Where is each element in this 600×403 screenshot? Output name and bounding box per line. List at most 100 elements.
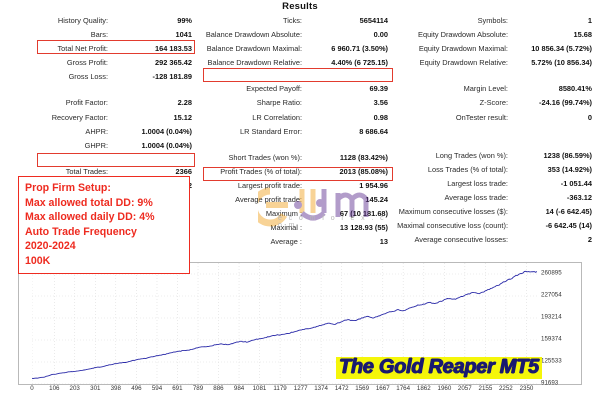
chart-x-tick: 2155 [478, 385, 493, 392]
annotation-line-4: 2020-2024 [25, 240, 76, 253]
stat-label: Profit Trades (% of total): [220, 166, 302, 176]
stat-label: History Quality: [57, 16, 108, 25]
page-title: Results [282, 1, 318, 12]
chart-x-tick: 1081 [252, 385, 267, 392]
chart-x-tick: 2057 [457, 385, 472, 392]
stat-value: 4.40% (6 725.15) [331, 58, 388, 68]
stat-label: OnTester result: [455, 112, 508, 122]
stat-row: OnTester result: 0 [394, 111, 600, 125]
stat-label: Symbols: [477, 16, 508, 25]
stat-value: 292 365.42 [155, 58, 192, 68]
stat-value: 145.24 [365, 195, 388, 205]
stat-label: Equity Drawdown Absolute: [418, 30, 508, 40]
stat-value: 8580.41% [558, 84, 592, 94]
stats-spacer [394, 70, 600, 82]
stat-label: Maximal : [270, 223, 302, 233]
stat-row: Loss Trades (% of total): 353 (14.92%) [394, 163, 600, 177]
stat-value: 6 960.71 (3.50%) [331, 44, 388, 54]
stat-value: 5654114 [359, 16, 388, 25]
stat-value: 2.28 [177, 98, 192, 108]
stat-row: Maximal : 13 128.93 (55) [196, 221, 394, 235]
chart-x-tick: 2350 [519, 385, 534, 392]
stat-value: 10 856.34 (5.72%) [531, 44, 592, 54]
annotation-line-0: Prop Firm Setup: [25, 182, 111, 194]
stat-row: Largest loss trade: -1 051.44 [394, 177, 600, 191]
chart-x-tick: 1179 [273, 385, 287, 392]
chart-x-axis: 0 106 203 301 398 496 594 691 789 886 984 1081 1179 1… [18, 385, 582, 399]
stat-row: Bars: 1041 [0, 28, 196, 42]
stat-value: 2013 (85.08%) [339, 166, 388, 176]
stat-value: 3.56 [373, 98, 388, 108]
chart-x-tick: 789 [192, 385, 204, 392]
stat-row: Symbols: 1 [394, 14, 600, 28]
stat-value: 2366 [175, 166, 192, 176]
stats-spacer [394, 137, 600, 149]
chart-x-tick: 594 [151, 385, 163, 392]
chart-y-tick: 159374 [541, 335, 562, 343]
stat-row: History Quality: 99% [0, 14, 196, 28]
chart-y-tick: 91693 [541, 379, 559, 387]
chart-x-tick: 1667 [375, 385, 390, 392]
stats-column-left: History Quality: 99% Bars: 1041 Total Net Pr… [0, 14, 196, 193]
stat-label: Average profit trade: [235, 195, 302, 205]
stat-row: Ticks: 5654114 [196, 14, 394, 28]
stat-row: Balance Drawdown Absolute: 0.00 [196, 28, 394, 42]
chart-svg [32, 263, 537, 384]
chart-x-tick: 1374 [314, 385, 328, 392]
chart-x-tick: 691 [172, 385, 183, 392]
stat-label: Total Net Profit: [57, 44, 108, 54]
stat-value: 14 (-6 642.45) [545, 207, 592, 217]
stats-spacer [0, 153, 196, 165]
stat-row: Balance Drawdown Maximal: 6 960.71 (3.50%… [196, 42, 394, 56]
chart-y-tick: 260895 [541, 269, 562, 277]
stat-value: 69.39 [369, 84, 389, 94]
stat-label: Bars: [90, 30, 108, 40]
annotation-line-5: 100K [25, 254, 51, 267]
stat-value: 1041 [175, 30, 192, 40]
chart-x-tick: 203 [69, 385, 80, 392]
stat-label: Average consecutive losses: [414, 235, 508, 245]
stat-row: Z-Score: -24.16 (99.74%) [394, 96, 600, 110]
chart-plot-area [32, 263, 537, 384]
stat-value: 353 (14.92%) [547, 164, 592, 174]
stats-column-right: Symbols: 1 Equity Drawdown Absolute: 15.68 E… [394, 14, 600, 247]
stat-label: Recovery Factor: [51, 112, 108, 122]
product-banner: The Gold Reaper MT5 [336, 357, 542, 379]
chart-x-tick: 0 [30, 385, 34, 392]
stat-row: Long Trades (won %): 1238 (86.59%) [394, 149, 600, 163]
stat-value: 1.0004 (0.04%) [141, 126, 192, 136]
stat-row: Profit Trades (% of total): 2013 (85.08%) [196, 165, 394, 179]
stat-row: Short Trades (won %): 1128 (83.42%) [196, 151, 394, 165]
stat-label: Z-Score: [479, 98, 508, 108]
chart-x-tick: 886 [213, 385, 224, 392]
stat-value: 1238 (86.59%) [543, 150, 592, 160]
stat-label: Balance Drawdown Relative: [207, 58, 302, 68]
stat-label: Gross Profit: [66, 58, 108, 68]
stat-row: Gross Loss: -128 181.89 [0, 70, 196, 84]
stat-label: Expected Payoff: [246, 84, 302, 94]
chart-x-tick: 1569 [355, 385, 370, 392]
stats-column-middle: Ticks: 5654114 Balance Drawdown Absolute: 0… [196, 14, 394, 249]
stat-label: Balance Drawdown Absolute: [205, 30, 302, 40]
stat-row: Total Net Profit: 164 183.53 [0, 42, 196, 56]
stat-label: Largest loss trade: [447, 178, 508, 188]
stat-value: -363.12 [566, 192, 592, 202]
stat-label: Average : [270, 237, 302, 247]
stat-label: LR Standard Error: [239, 126, 302, 136]
stat-label: LR Correlation: [252, 112, 302, 122]
stat-label: Short Trades (won %): [228, 152, 302, 162]
chart-y-tick: 193214 [541, 313, 562, 321]
stat-value: 164 183.53 [155, 44, 192, 54]
stat-row: Average consecutive losses: 2 [394, 233, 600, 247]
stat-label: Sharpe Ratio: [256, 98, 302, 108]
chart-x-tick: 1960 [437, 385, 452, 392]
stat-row: AHPR: 1.0004 (0.04%) [0, 125, 196, 139]
stat-row: Balance Drawdown Relative: 4.40% (6 725.1… [196, 56, 394, 70]
stat-row: Recovery Factor: 15.12 [0, 111, 196, 125]
stat-value: 15.12 [173, 112, 193, 122]
annotation-line-1: Max allowed total DD: 9% [25, 196, 153, 209]
stat-value: -6 642.45 (14) [545, 221, 592, 231]
chart-x-tick: 1472 [334, 385, 349, 392]
stat-value: 5.72% (10 856.34) [531, 58, 592, 68]
